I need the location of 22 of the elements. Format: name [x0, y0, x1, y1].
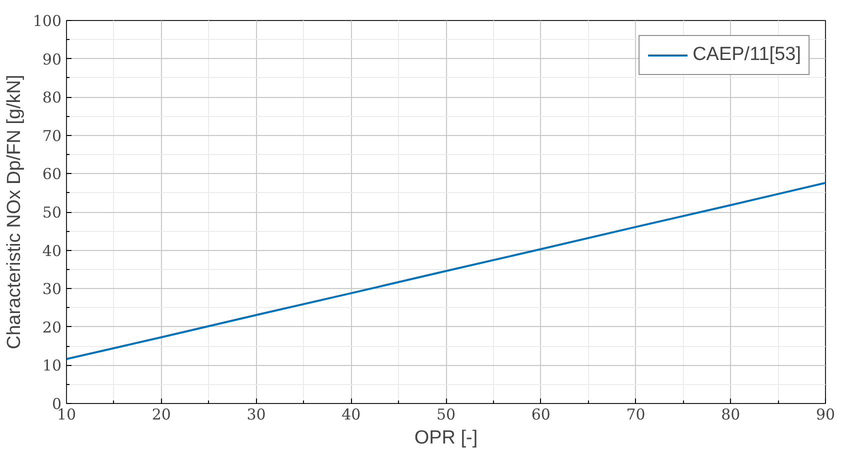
y-tick-label: 20	[42, 318, 62, 336]
y-tick-label: 60	[42, 165, 62, 184]
x-axis-title: OPR [-]	[414, 428, 478, 448]
y-tick-label: 10	[42, 356, 62, 375]
y-tick-label: 70	[42, 126, 62, 145]
x-tick-label: 40	[342, 406, 361, 424]
x-tick-label: 50	[436, 406, 456, 424]
x-tick-label: 20	[152, 406, 171, 424]
x-tick-label: 30	[246, 406, 266, 424]
x-tick-label: 80	[721, 406, 740, 424]
y-tick-label: 100	[32, 12, 62, 30]
y-tick-label: 30	[42, 280, 62, 298]
y-tick-label: 40	[42, 242, 62, 260]
y-axis-title: Characteristic NOx Dp/FN [g/kN]	[4, 74, 25, 350]
x-tick-label: 60	[531, 406, 550, 424]
x-tick-label: 90	[816, 406, 836, 424]
line-series	[66, 182, 826, 360]
y-tick-label: 50	[42, 204, 62, 222]
legend-label: CAEP/11[53]	[692, 44, 801, 66]
x-tick-label: 70	[626, 406, 646, 424]
y-tick-label: 90	[42, 50, 62, 68]
y-tick-label: 80	[42, 88, 62, 107]
